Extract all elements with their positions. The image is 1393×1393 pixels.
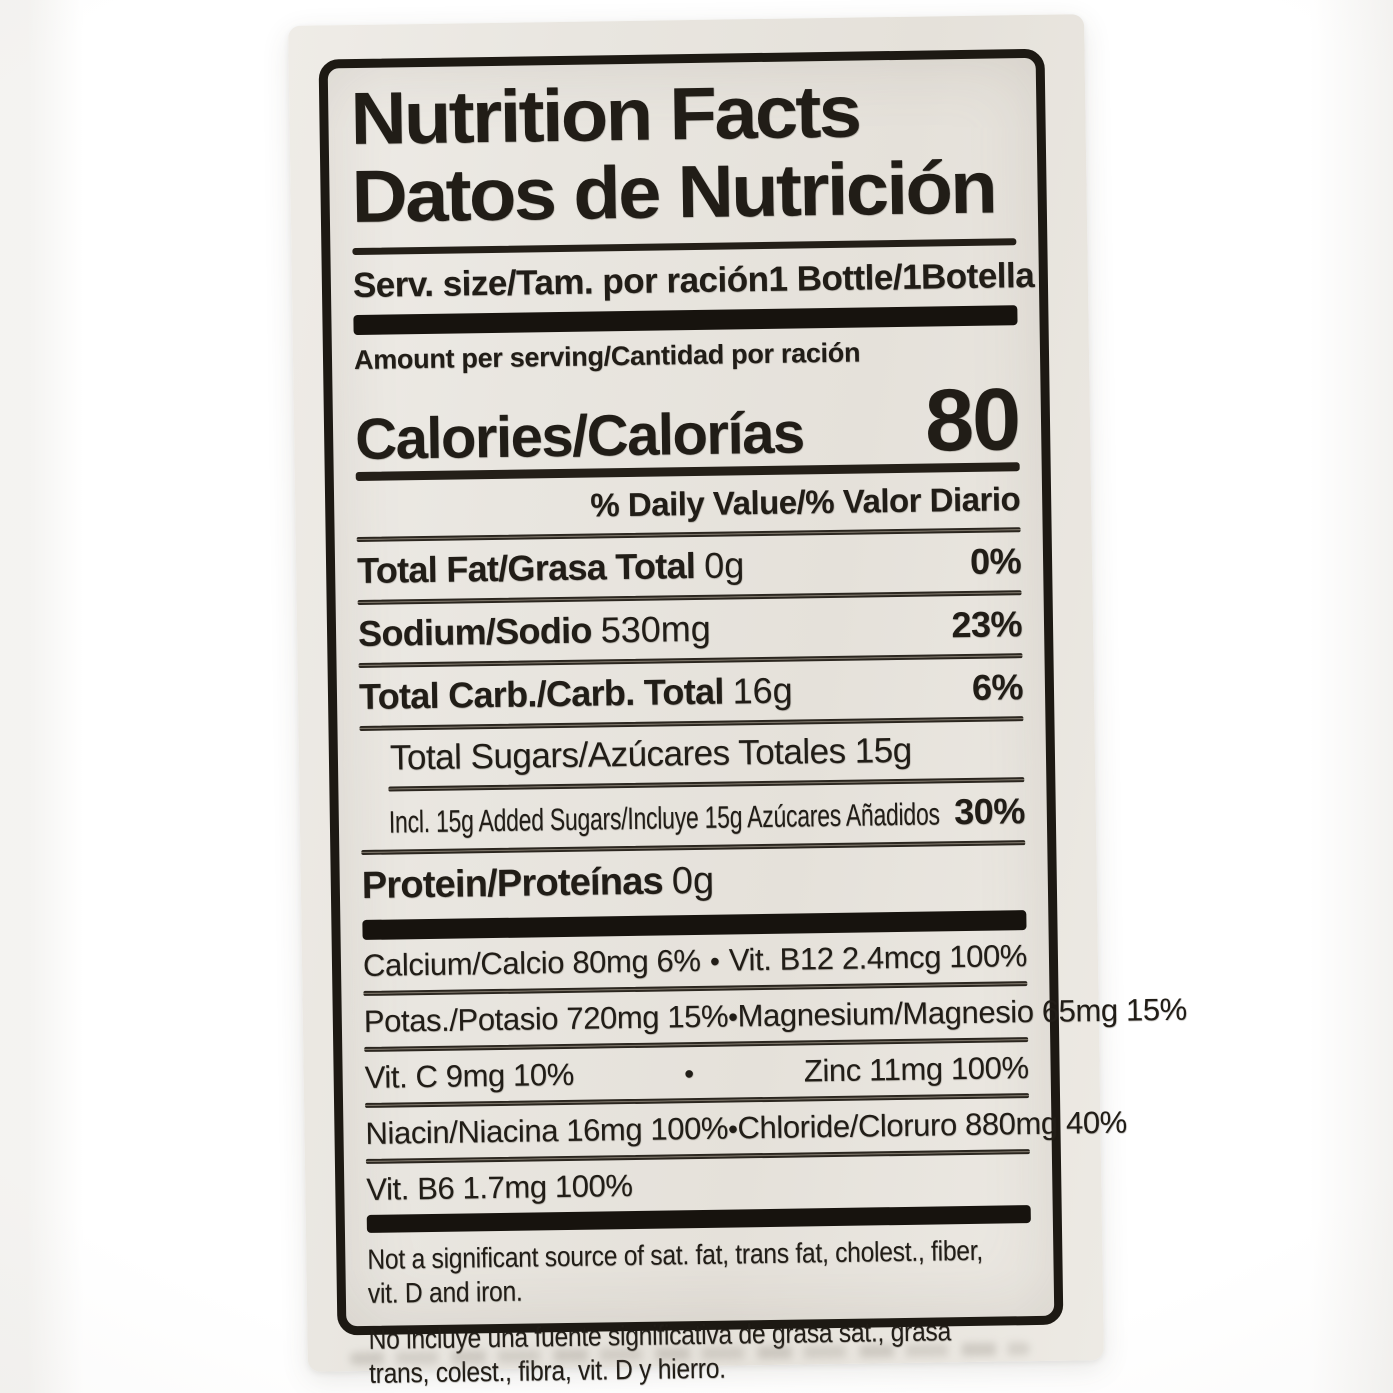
sodium-name: Sodium/Sodio <box>357 609 592 655</box>
zinc-value: Zinc 11mg 100% <box>803 1050 1029 1089</box>
calories-value: 80 <box>924 369 1020 470</box>
nutrient-row-sodium: Sodium/Sodio 530mg 23% <box>358 595 1023 663</box>
protein-row: Protein/Proteínas 0g <box>361 845 1026 920</box>
nutrient-row-total-fat: Total Fat/Grasa Total 0g 0% <box>357 532 1022 600</box>
sodium-dv: 23% <box>951 603 1023 646</box>
vitamin-b6-value: Vit. B6 1.7mg 100% <box>366 1167 633 1207</box>
calories-label: Calories/Calorías <box>354 400 805 473</box>
bullet-separator: • <box>727 1001 738 1033</box>
total-carb-dv: 6% <box>971 666 1024 708</box>
nutrition-facts-box: Nutrition Facts Datos de Nutrición Serv.… <box>318 48 1187 1389</box>
nutrition-label-sheet: Nutrition Facts Datos de Nutrición Serv.… <box>288 14 1187 1389</box>
footnotes: Not a significant source of sat. fat, tr… <box>367 1233 1033 1391</box>
chloride-value: Chloride/Cloruro 880mg 40% <box>737 1104 1128 1146</box>
daily-value-header: % Daily Value/% Valor Diario <box>590 480 1021 524</box>
serving-size-label: Serv. size/Tam. por ración <box>352 259 769 306</box>
serving-size-value: 1 Bottle/1Botella <box>768 255 1035 299</box>
added-sugars-row: Incl. 15g Added Sugars/Incluye 15g Azúca… <box>360 782 1025 850</box>
niacin-value: Niacin/Niacina 16mg 100% <box>365 1110 729 1151</box>
protein-amount: 0g <box>671 859 715 903</box>
magnesium-value: Magnesium/Magnesio 65mg 15% <box>737 991 1188 1034</box>
serving-size-row: Serv. size/Tam. por ración 1 Bottle/1Bot… <box>352 245 1035 315</box>
total-sugars-row: Total Sugars/Azúcares Totales 15g <box>389 730 912 778</box>
calcium-value: Calcium/Calcio 80mg 6% <box>362 942 701 983</box>
bullet-separator: • <box>727 1113 738 1145</box>
calories-row: Calories/Calorías 80 <box>354 368 1020 473</box>
vitamin-c-value: Vit. C 9mg 10% <box>364 1056 575 1095</box>
total-fat-name: Total Fat/Grasa Total <box>356 545 696 592</box>
total-carb-name: Total Carb./Carb. Total <box>358 670 724 717</box>
sodium-amount: 530mg <box>600 607 712 651</box>
title-spanish: Datos de Nutrición <box>350 145 996 239</box>
added-sugars-text: Incl. 15g Added Sugars/Incluye 15g Azúca… <box>388 796 940 840</box>
vitamin-b12-value: Vit. B12 2.4mcg 100% <box>728 938 1028 978</box>
bullet-separator: • <box>683 1058 694 1090</box>
total-carb-amount: 16g <box>732 669 793 712</box>
title-english: Nutrition Facts <box>349 69 860 161</box>
bullet-separator: • <box>709 945 720 977</box>
added-sugars-dv: 30% <box>953 790 1026 833</box>
potassium-value: Potas./Potasio 720mg 15% <box>363 998 729 1039</box>
nutrient-row-total-carb: Total Carb./Carb. Total 16g 6% <box>359 658 1024 726</box>
total-fat-dv: 0% <box>969 540 1022 582</box>
total-fat-amount: 0g <box>703 544 745 586</box>
bullet-separator <box>633 1190 1031 1196</box>
protein-name: Protein/Proteínas <box>361 860 664 907</box>
